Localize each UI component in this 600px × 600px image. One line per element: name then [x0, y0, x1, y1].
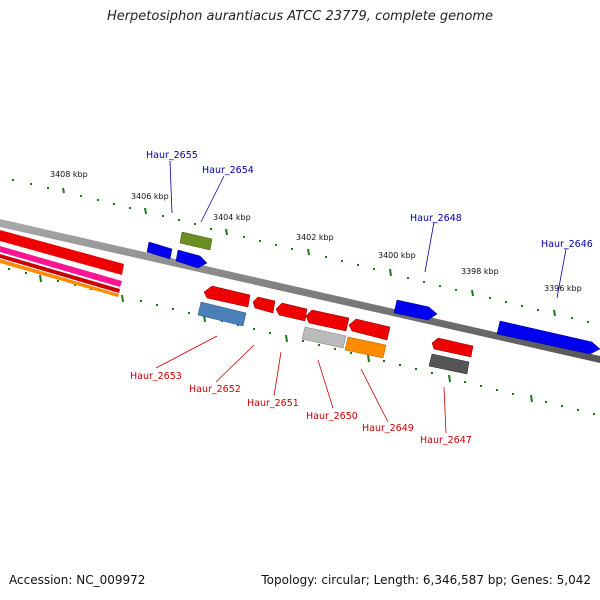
- feature-olive[interactable]: [179, 231, 213, 251]
- gene-unlabeled-3[interactable]: [348, 318, 391, 341]
- label-haur-2650: Haur_2650: [306, 411, 358, 422]
- genome-stats-text: Topology: circular; Length: 6,346,587 bp…: [261, 573, 591, 587]
- label-haur-2646: Haur_2646: [541, 239, 593, 250]
- tick-label-3402: 3402 kbp: [296, 233, 334, 242]
- gene-haur-2653[interactable]: [197, 301, 247, 327]
- tick-label-3408: 3408 kbp: [50, 170, 88, 179]
- gene-haur-2649[interactable]: [344, 336, 387, 359]
- inner-scale-ticks: [39, 274, 533, 403]
- gene-haur-2652[interactable]: [252, 296, 276, 314]
- genome-backbone: [0, 219, 600, 363]
- gene-haur-2651[interactable]: [275, 302, 308, 322]
- reverse-leader-lines: [155, 335, 447, 434]
- tick-label-3396: 3396 kbp: [544, 284, 582, 293]
- gene-haur-2654[interactable]: [175, 249, 208, 269]
- accession-text: Accession: NC_009972: [9, 573, 146, 587]
- gene-unlabeled-2[interactable]: [305, 309, 350, 332]
- map-title: Herpetosiphon aurantiacus ATCC 23779, co…: [106, 9, 494, 24]
- label-haur-2652: Haur_2652: [189, 384, 241, 395]
- label-haur-2653: Haur_2653: [130, 371, 182, 382]
- label-haur-2649: Haur_2649: [362, 423, 414, 434]
- forward-leader-lines: [169, 160, 567, 299]
- label-haur-2648: Haur_2648: [410, 213, 462, 224]
- tick-label-3404: 3404 kbp: [213, 213, 251, 222]
- gene-unlabeled-4[interactable]: [431, 337, 474, 358]
- label-haur-2654: Haur_2654: [202, 165, 254, 176]
- gene-unlabeled-1[interactable]: [203, 285, 251, 308]
- outer-scale-dots: [12, 179, 589, 323]
- outer-scale-ticks: [62, 187, 556, 317]
- gene-haur-2646[interactable]: [496, 320, 600, 355]
- label-haur-2655: Haur_2655: [146, 150, 198, 161]
- label-haur-2647: Haur_2647: [420, 435, 472, 446]
- tick-label-3406: 3406 kbp: [131, 192, 169, 201]
- gene-haur-2650[interactable]: [301, 326, 347, 349]
- label-haur-2651: Haur_2651: [247, 398, 299, 409]
- left-feature-tracks: [0, 230, 124, 297]
- tick-label-3400: 3400 kbp: [378, 251, 416, 260]
- tick-label-3398: 3398 kbp: [461, 267, 499, 276]
- gene-haur-2647[interactable]: [428, 353, 470, 375]
- gene-haur-2655[interactable]: [146, 241, 173, 260]
- gene-haur-2648[interactable]: [393, 299, 438, 321]
